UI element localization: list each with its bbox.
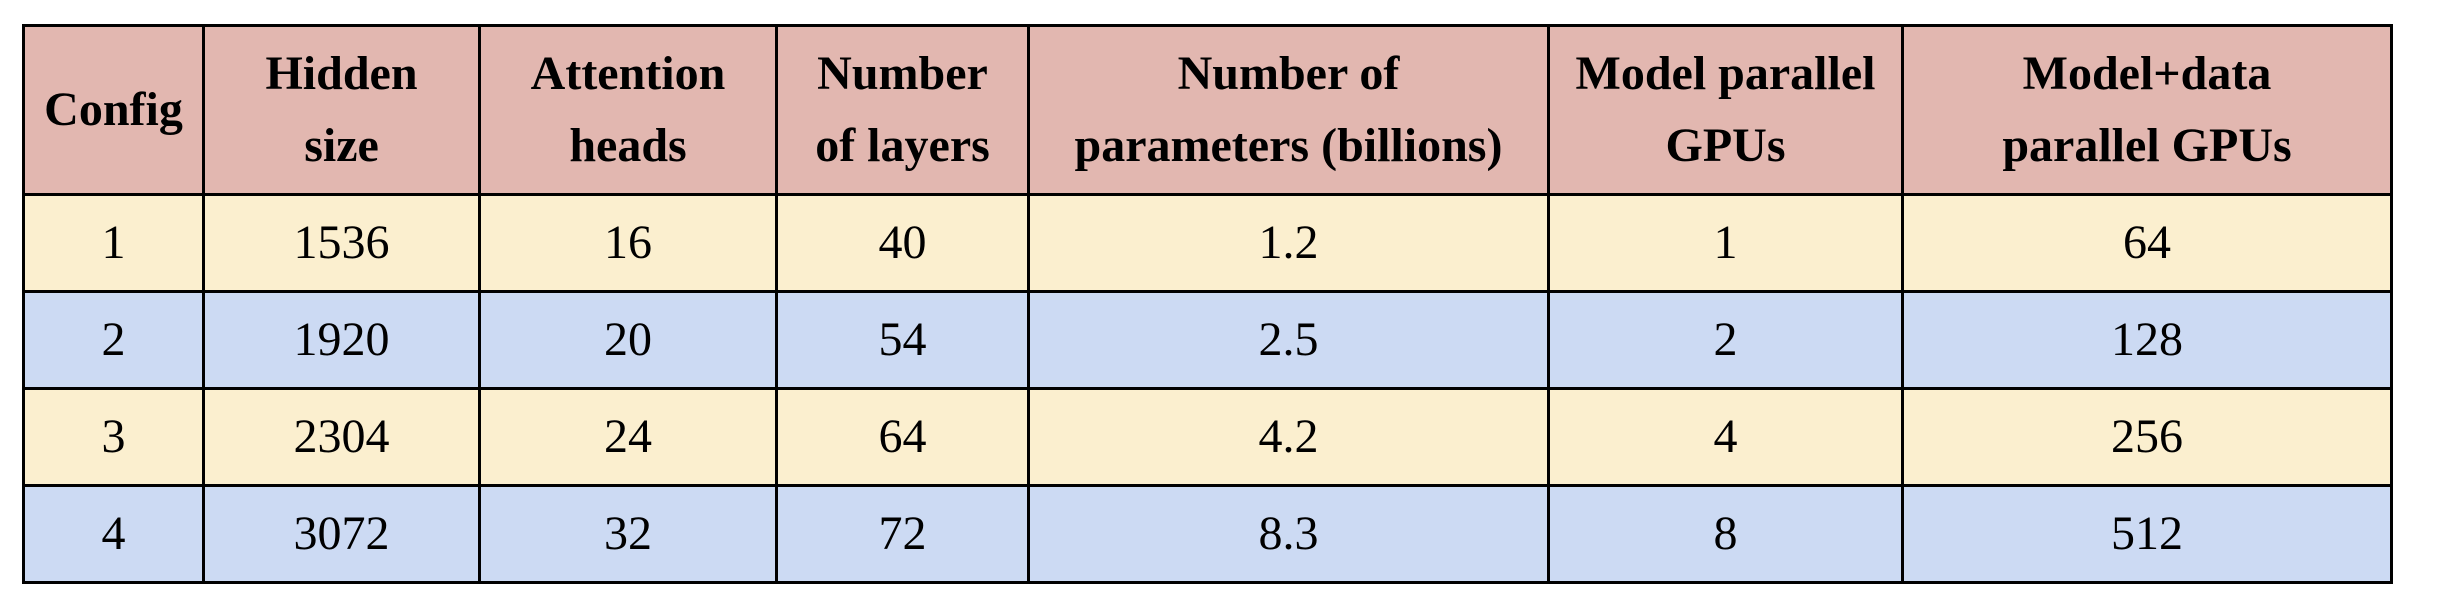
cell-model-parallel-gpus: 4 (1547, 387, 1904, 487)
cell-model-parallel-gpus: 8 (1547, 484, 1904, 584)
config-table: Config Hidden size Attention heads Numbe… (22, 24, 2393, 584)
cell-number-of-parameters: 8.3 (1027, 484, 1550, 584)
cell-config: 3 (22, 387, 205, 487)
table-row: 4 3072 32 72 8.3 8 512 (22, 484, 2393, 584)
cell-attention-heads: 24 (478, 387, 778, 487)
cell-hidden-size: 1536 (202, 193, 481, 293)
table-row: 1 1536 16 40 1.2 1 64 (22, 193, 2393, 293)
header-model-parallel-gpus: Model parallel GPUs (1547, 24, 1904, 196)
cell-number-of-parameters: 1.2 (1027, 193, 1550, 293)
cell-attention-heads: 32 (478, 484, 778, 584)
cell-model-parallel-gpus: 1 (1547, 193, 1904, 293)
cell-model-parallel-gpus: 2 (1547, 290, 1904, 390)
cell-model-data-parallel-gpus: 64 (1901, 193, 2393, 293)
table-row: 2 1920 20 54 2.5 2 128 (22, 290, 2393, 390)
table-header-row: Config Hidden size Attention heads Numbe… (22, 24, 2393, 196)
cell-config: 1 (22, 193, 205, 293)
cell-model-data-parallel-gpus: 512 (1901, 484, 2393, 584)
cell-hidden-size: 3072 (202, 484, 481, 584)
cell-number-of-layers: 64 (775, 387, 1030, 487)
cell-config: 2 (22, 290, 205, 390)
header-hidden-size: Hidden size (202, 24, 481, 196)
cell-attention-heads: 16 (478, 193, 778, 293)
cell-number-of-layers: 40 (775, 193, 1030, 293)
cell-number-of-layers: 54 (775, 290, 1030, 390)
cell-hidden-size: 1920 (202, 290, 481, 390)
cell-model-data-parallel-gpus: 256 (1901, 387, 2393, 487)
header-number-of-parameters: Number of parameters (billions) (1027, 24, 1550, 196)
cell-model-data-parallel-gpus: 128 (1901, 290, 2393, 390)
cell-config: 4 (22, 484, 205, 584)
cell-attention-heads: 20 (478, 290, 778, 390)
cell-number-of-layers: 72 (775, 484, 1030, 584)
cell-number-of-parameters: 2.5 (1027, 290, 1550, 390)
header-number-of-layers: Number of layers (775, 24, 1030, 196)
table-row: 3 2304 24 64 4.2 4 256 (22, 387, 2393, 487)
cell-number-of-parameters: 4.2 (1027, 387, 1550, 487)
cell-hidden-size: 2304 (202, 387, 481, 487)
header-model-data-parallel-gpus: Model+data parallel GPUs (1901, 24, 2393, 196)
header-config: Config (22, 24, 205, 196)
header-attention-heads: Attention heads (478, 24, 778, 196)
